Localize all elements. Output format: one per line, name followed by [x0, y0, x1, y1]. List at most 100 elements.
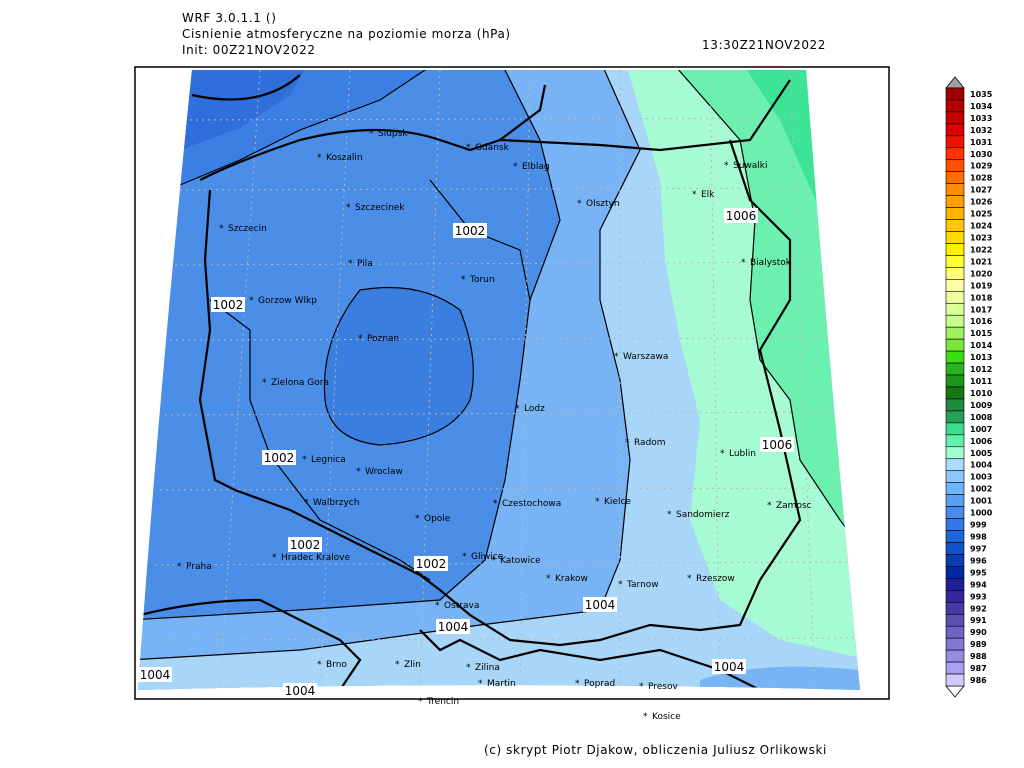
colorbar-swatch: [945, 123, 965, 137]
colorbar-label: 1016: [970, 317, 993, 326]
contour-label: 1004: [585, 598, 616, 612]
contour-label-bg: [436, 619, 470, 634]
city-name: Elk: [701, 190, 715, 200]
colorbar-label: 1003: [970, 473, 992, 482]
contour-label: 1006: [762, 438, 793, 452]
colorbar-label: 1007: [970, 425, 992, 434]
city-marker: *: [466, 143, 471, 153]
city-name: Zlin: [404, 660, 421, 670]
colorbar-label: 987: [970, 664, 987, 673]
colorbar-swatch: [945, 111, 965, 125]
city-marker: *: [461, 275, 466, 285]
colorbar-swatch: [945, 267, 965, 280]
city-marker: *: [356, 467, 361, 477]
city-marker: *: [692, 190, 697, 200]
city-name: Czestochowa: [502, 499, 561, 509]
coastline: [191, 74, 791, 181]
contour-label: 1006: [726, 209, 757, 223]
city-marker: *: [272, 553, 277, 563]
colorbar-label: 998: [970, 533, 987, 542]
colorbar-swatch: [945, 566, 965, 579]
colorbar-swatch: [945, 458, 965, 472]
contour-label-bg: [712, 659, 746, 674]
contour-labels: 1002 1002 1002 1002 1002 1004 1004 1004 1004 1004…: [138, 208, 794, 698]
city-marker: *: [466, 663, 471, 673]
colorbar-swatch: [945, 649, 965, 663]
valid-time: 13:30Z21NOV2022: [702, 38, 826, 52]
colorbar-label: 999: [970, 521, 987, 530]
city-marker: *: [478, 679, 483, 689]
city-marker: *: [219, 224, 224, 234]
colorbar-swatch: [945, 231, 965, 244]
colorbar-label: 1013: [970, 353, 992, 362]
colorbar-label: 1035: [970, 90, 993, 99]
city-name: Lublin: [729, 449, 756, 459]
colorbar-label: 1000: [970, 509, 993, 518]
city-name: Kielce: [604, 497, 631, 507]
colorbar-label: 1029: [970, 162, 993, 171]
colorbar-label: 1002: [970, 485, 992, 494]
colorbar-swatch: [945, 470, 965, 483]
city-name: Koszalin: [326, 153, 363, 163]
city-name: Ostrava: [444, 601, 479, 611]
city-marker: *: [348, 259, 353, 269]
colorbar-label: 1020: [970, 269, 993, 278]
colorbar-swatch: [945, 171, 965, 184]
colorbar-label: 1012: [970, 365, 992, 374]
city-marker: *: [513, 162, 518, 172]
contour-label: 1004: [438, 620, 469, 634]
colorbar-label: 988: [970, 652, 987, 661]
city-marker: *: [577, 199, 582, 209]
city-name: Tarnow: [626, 580, 659, 590]
city-marker: *: [415, 514, 420, 524]
city-name: Praha: [186, 562, 212, 572]
city-name: Trencin: [426, 697, 459, 707]
colorbar-label: 1001: [970, 497, 993, 506]
city-marker: *: [493, 499, 498, 509]
colorbar-label: 994: [970, 580, 987, 589]
colorbar-swatch: [945, 135, 965, 149]
colorbar-swatch: [945, 494, 965, 507]
colorbar-swatch: [945, 398, 965, 412]
city-name: Poprad: [584, 679, 615, 689]
colorbar-label: 1019: [970, 281, 993, 290]
colorbar-swatch: [945, 590, 965, 603]
city-marker: *: [687, 574, 692, 584]
city-name: Gdansk: [475, 143, 510, 153]
colorbar-label: 1014: [970, 341, 993, 350]
contour-label-bg: [583, 597, 617, 612]
colorbar-label: 1010: [970, 389, 993, 398]
city-name: Torun: [469, 275, 495, 285]
isobar: [138, 70, 561, 621]
colorbar-swatch: [945, 446, 965, 460]
city-name: Warszawa: [623, 352, 668, 362]
city-marker: *: [395, 660, 400, 670]
colorbar-label: 997: [970, 544, 987, 553]
city-marker: *: [625, 438, 630, 448]
colorbar-swatch: [945, 482, 965, 495]
colorbar-swatch: [945, 625, 965, 639]
city-marker: *: [435, 601, 440, 611]
city-marker: *: [262, 378, 267, 388]
colorbar-swatch: [945, 87, 965, 101]
contour-label: 1002: [455, 224, 486, 238]
colorbar-swatch: [945, 326, 965, 340]
colorbar-swatch: [945, 422, 965, 436]
colorbar-swatch: [945, 434, 965, 448]
city-marker: *: [741, 258, 746, 268]
poland-border: [198, 139, 802, 647]
colorbar-label: 989: [970, 640, 987, 649]
colorbar-label: 1026: [970, 198, 993, 207]
colorbar-swatch: [945, 530, 965, 543]
colorbar-label: 1032: [970, 126, 992, 135]
colorbar-label: 1004: [970, 461, 993, 470]
colorbar-label: 1025: [970, 210, 993, 219]
colorbar-label: 1034: [970, 102, 993, 111]
city-name: Lodz: [524, 404, 545, 414]
colorbar-label: 991: [970, 616, 987, 625]
contour-label-bg: [138, 667, 172, 682]
colorbar-swatch: [945, 410, 965, 424]
contour-label-bg: [262, 450, 296, 465]
city-marker: *: [491, 556, 496, 566]
contour-label-bg: [211, 297, 245, 312]
